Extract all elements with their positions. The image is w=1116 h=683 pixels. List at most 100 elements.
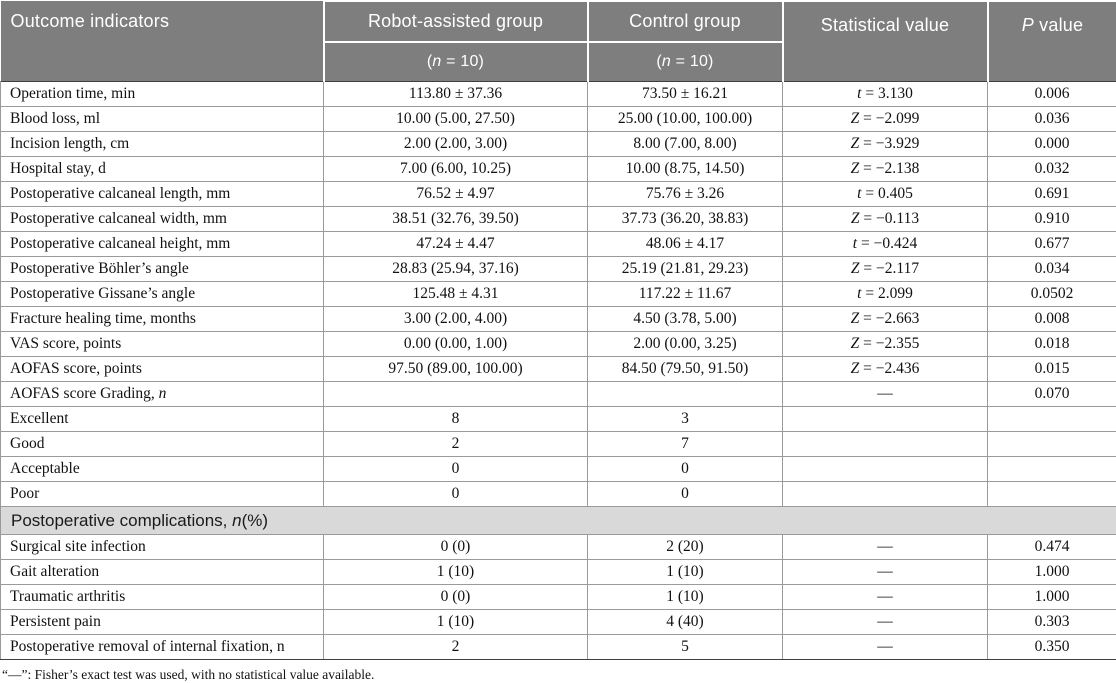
robot-value-cell: 0.00 (0.00, 1.00)	[324, 332, 588, 357]
stat-value-cell	[783, 457, 988, 482]
stat-value-cell: Z = −3.929	[783, 132, 988, 157]
outcome-cell: AOFAS score Grading, n	[1, 382, 324, 407]
robot-value-cell: 1 (10)	[324, 560, 588, 585]
control-value-cell: 73.50 ± 16.21	[588, 82, 783, 107]
outcome-cell: Postoperative calcaneal width, mm	[1, 207, 324, 232]
stat-value-cell: Z = −2.663	[783, 307, 988, 332]
section-header-cell: Postoperative complications, n(%)	[1, 507, 1116, 535]
p-value-cell: 0.006	[988, 82, 1116, 107]
p-value-cell: 0.0502	[988, 282, 1116, 307]
table-row: Postoperative calcaneal height, mm 47.24…	[1, 232, 1116, 257]
outcome-cell: Hospital stay, d	[1, 157, 324, 182]
header-robot-n: (n = 10)	[324, 42, 588, 82]
control-value-cell: 37.73 (36.20, 38.83)	[588, 207, 783, 232]
robot-value-cell: 2	[324, 635, 588, 660]
table-row: Postoperative removal of internal fixati…	[1, 635, 1116, 660]
control-value-cell: 4 (40)	[588, 610, 783, 635]
stat-value-cell: —	[783, 560, 988, 585]
table-row: Operation time, min 113.80 ± 37.36 73.50…	[1, 82, 1116, 107]
robot-value-cell: 8	[324, 407, 588, 432]
robot-value-cell: 3.00 (2.00, 4.00)	[324, 307, 588, 332]
table-footnote: “—”: Fisher’s exact test was used, with …	[2, 667, 1116, 683]
outcome-cell: AOFAS score, points	[1, 357, 324, 382]
robot-value-cell: 47.24 ± 4.47	[324, 232, 588, 257]
stat-value-cell: Z = −2.436	[783, 357, 988, 382]
p-value-cell: 0.303	[988, 610, 1116, 635]
header-control-group-label: Control group	[629, 11, 741, 31]
table-row: Persistent pain 1 (10) 4 (40) — 0.303	[1, 610, 1116, 635]
table-row: Acceptable 0 0	[1, 457, 1116, 482]
p-value-cell: 0.910	[988, 207, 1116, 232]
table-row: Good 2 7	[1, 432, 1116, 457]
control-value-cell: 0	[588, 482, 783, 507]
table-row: Postoperative calcaneal width, mm 38.51 …	[1, 207, 1116, 232]
p-value-cell: 0.015	[988, 357, 1116, 382]
outcome-cell: Poor	[1, 482, 324, 507]
header-statistical-value: Statistical value	[783, 1, 988, 82]
robot-value-cell: 7.00 (6.00, 10.25)	[324, 157, 588, 182]
robot-value-cell: 113.80 ± 37.36	[324, 82, 588, 107]
p-value-cell: 0.008	[988, 307, 1116, 332]
table-row: Fracture healing time, months 3.00 (2.00…	[1, 307, 1116, 332]
p-value-cell: 0.350	[988, 635, 1116, 660]
robot-value-cell: 38.51 (32.76, 39.50)	[324, 207, 588, 232]
table-row: Hospital stay, d 7.00 (6.00, 10.25) 10.0…	[1, 157, 1116, 182]
stat-value-cell: —	[783, 535, 988, 560]
outcome-cell: Traumatic arthritis	[1, 585, 324, 610]
outcome-cell: Incision length, cm	[1, 132, 324, 157]
control-value-cell: 25.00 (10.00, 100.00)	[588, 107, 783, 132]
stat-value-cell: t = 2.099	[783, 282, 988, 307]
p-value-cell	[988, 432, 1116, 457]
table-row: Postoperative Gissane’s angle 125.48 ± 4…	[1, 282, 1116, 307]
stat-value-cell: Z = −2.099	[783, 107, 988, 132]
robot-value-cell: 28.83 (25.94, 37.16)	[324, 257, 588, 282]
outcome-cell: Fracture healing time, months	[1, 307, 324, 332]
p-value-cell	[988, 482, 1116, 507]
stat-value-cell: Z = −2.355	[783, 332, 988, 357]
table-row: Traumatic arthritis 0 (0) 1 (10) — 1.000	[1, 585, 1116, 610]
outcome-cell: Persistent pain	[1, 610, 324, 635]
robot-value-cell	[324, 382, 588, 407]
outcome-cell: Postoperative calcaneal length, mm	[1, 182, 324, 207]
header-p-label: value	[1034, 15, 1083, 35]
table-row: Excellent 8 3	[1, 407, 1116, 432]
outcome-cell: Postoperative calcaneal height, mm	[1, 232, 324, 257]
n-symbol: n	[432, 53, 441, 70]
p-value-cell: 0.070	[988, 382, 1116, 407]
header-p-value: P value	[988, 1, 1116, 82]
p-value-cell: 1.000	[988, 585, 1116, 610]
stat-value-cell: —	[783, 635, 988, 660]
table-row: AOFAS score Grading, n — 0.070	[1, 382, 1116, 407]
control-value-cell: 2.00 (0.00, 3.25)	[588, 332, 783, 357]
stat-value-cell: —	[783, 382, 988, 407]
p-value-cell: 0.034	[988, 257, 1116, 282]
stat-value-cell: t = 0.405	[783, 182, 988, 207]
stat-value-cell	[783, 407, 988, 432]
results-table: Outcome indicators Robot-assisted group …	[0, 0, 1116, 660]
robot-value-cell: 0 (0)	[324, 535, 588, 560]
section-row: Postoperative complications, n(%)	[1, 507, 1116, 535]
p-value-cell: 0.000	[988, 132, 1116, 157]
control-value-cell: 8.00 (7.00, 8.00)	[588, 132, 783, 157]
outcome-cell: Operation time, min	[1, 82, 324, 107]
robot-value-cell: 97.50 (89.00, 100.00)	[324, 357, 588, 382]
p-value-cell	[988, 457, 1116, 482]
control-value-cell: 25.19 (21.81, 29.23)	[588, 257, 783, 282]
table-row: AOFAS score, points 97.50 (89.00, 100.00…	[1, 357, 1116, 382]
outcome-cell: Postoperative Böhler’s angle	[1, 257, 324, 282]
stat-value-cell: t = −0.424	[783, 232, 988, 257]
robot-value-cell: 76.52 ± 4.97	[324, 182, 588, 207]
robot-value-cell: 0 (0)	[324, 585, 588, 610]
outcome-cell: Excellent	[1, 407, 324, 432]
table-row: Surgical site infection 0 (0) 2 (20) — 0…	[1, 535, 1116, 560]
outcome-cell: Acceptable	[1, 457, 324, 482]
control-value-cell: 7	[588, 432, 783, 457]
stat-value-cell: Z = −2.138	[783, 157, 988, 182]
outcome-cell: Postoperative removal of internal fixati…	[1, 635, 324, 660]
table-row: Postoperative Böhler’s angle 28.83 (25.9…	[1, 257, 1116, 282]
control-value-cell: 84.50 (79.50, 91.50)	[588, 357, 783, 382]
control-value-cell: 75.76 ± 3.26	[588, 182, 783, 207]
outcome-cell: Blood loss, ml	[1, 107, 324, 132]
robot-value-cell: 125.48 ± 4.31	[324, 282, 588, 307]
